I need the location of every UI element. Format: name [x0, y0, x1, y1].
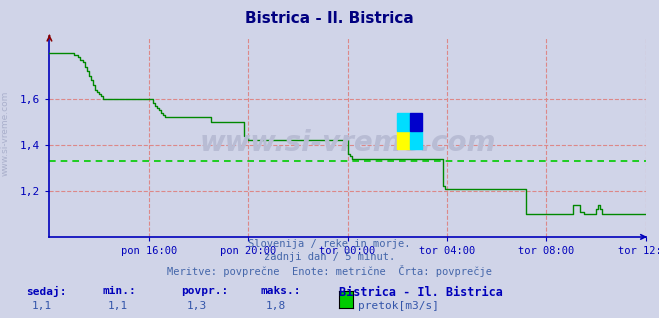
Text: 1,1: 1,1: [107, 301, 128, 310]
Text: Slovenija / reke in morje.: Slovenija / reke in morje.: [248, 239, 411, 249]
Text: www.si-vreme.com: www.si-vreme.com: [200, 129, 496, 157]
Bar: [410, 113, 422, 131]
Text: 1,1: 1,1: [32, 301, 52, 310]
Text: Meritve: povprečne  Enote: metrične  Črta: povprečje: Meritve: povprečne Enote: metrične Črta:…: [167, 265, 492, 277]
Text: 1,8: 1,8: [266, 301, 286, 310]
Text: www.si-vreme.com: www.si-vreme.com: [1, 91, 10, 176]
Bar: [397, 113, 410, 131]
Text: Bistrica - Il. Bistrica: Bistrica - Il. Bistrica: [339, 286, 503, 299]
Text: pretok[m3/s]: pretok[m3/s]: [358, 301, 439, 310]
Text: maks.:: maks.:: [260, 286, 301, 296]
Text: zadnji dan / 5 minut.: zadnji dan / 5 minut.: [264, 252, 395, 262]
Bar: [397, 131, 410, 149]
Text: povpr.:: povpr.:: [181, 286, 229, 296]
Text: 1,3: 1,3: [186, 301, 207, 310]
Text: sedaj:: sedaj:: [26, 286, 67, 297]
Text: Bistrica - Il. Bistrica: Bistrica - Il. Bistrica: [245, 11, 414, 26]
Bar: [410, 131, 422, 149]
Text: min.:: min.:: [102, 286, 136, 296]
